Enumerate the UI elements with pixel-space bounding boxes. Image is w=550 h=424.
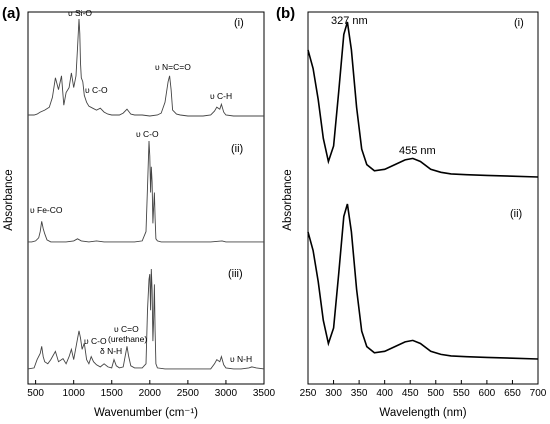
series-line bbox=[27, 268, 265, 370]
annotation-c-o-ii: υ C-O bbox=[136, 129, 159, 139]
x-tick-label: 550 bbox=[453, 388, 470, 399]
annotation-n-c-o: υ N=C=O bbox=[155, 62, 191, 72]
x-tick-label: 3000 bbox=[215, 388, 238, 399]
annotation-c-h: υ C-H bbox=[210, 91, 232, 101]
x-tick-label: 700 bbox=[530, 388, 547, 399]
panel-a-trace-label-i: (i) bbox=[234, 17, 244, 29]
panel-a-traces bbox=[27, 18, 265, 370]
annotation-urethane: (urethane) bbox=[108, 334, 147, 344]
panel-b-label: (b) bbox=[276, 5, 295, 22]
annotation-c-o-i: υ C-O bbox=[85, 85, 108, 95]
x-tick-label: 3500 bbox=[253, 388, 276, 399]
series-line bbox=[307, 203, 539, 360]
panel-a-trace-label-ii: (ii) bbox=[231, 143, 243, 155]
panel-b-traces bbox=[307, 21, 539, 360]
series-line bbox=[307, 21, 539, 178]
x-tick-label: 1000 bbox=[63, 388, 86, 399]
panel-a-xlabel: Wavenumber (cm⁻¹) bbox=[94, 407, 198, 419]
panel-b-x-ticks: 250 300 350 400 450 500 550 600 650 700 bbox=[300, 380, 547, 399]
panel-b-ylabel: Absorbance bbox=[282, 169, 294, 230]
x-tick-label: 2500 bbox=[177, 388, 200, 399]
x-tick-label: 500 bbox=[27, 388, 44, 399]
annotation-c-eq-o: υ C=O bbox=[114, 324, 139, 334]
x-tick-label: 400 bbox=[376, 388, 393, 399]
panel-a-trace-label-iii: (iii) bbox=[228, 268, 243, 280]
panel-a-label: (a) bbox=[2, 5, 20, 22]
x-tick-label: 2000 bbox=[139, 388, 162, 399]
x-tick-label: 650 bbox=[504, 388, 521, 399]
x-tick-label: 450 bbox=[402, 388, 419, 399]
annotation-fe-co: υ Fe-CO bbox=[30, 205, 63, 215]
x-tick-label: 500 bbox=[427, 388, 444, 399]
annotation-n-h: υ N-H bbox=[230, 354, 252, 364]
annotation-n-h-bend: δ N-H bbox=[100, 346, 122, 356]
panel-a-ylabel: Absorbance bbox=[3, 169, 15, 230]
series-line bbox=[28, 140, 264, 243]
annotation-si-o: υ Si-O bbox=[68, 8, 92, 18]
panel-b-trace-label-ii: (ii) bbox=[510, 208, 522, 220]
series-line bbox=[28, 18, 264, 117]
annotation-c-o-iii: υ C-O bbox=[84, 336, 107, 346]
panel-a-x-ticks: 500 1000 1500 2000 2500 3000 3500 bbox=[27, 380, 276, 399]
panel-a-frame bbox=[27, 11, 265, 385]
x-tick-label: 350 bbox=[351, 388, 368, 399]
panel-b-trace-label-i: (i) bbox=[514, 17, 524, 29]
x-tick-label: 1500 bbox=[101, 388, 124, 399]
x-tick-label: 250 bbox=[300, 388, 317, 399]
panel-b-xlabel: Wavelength (nm) bbox=[379, 407, 466, 419]
annotation-peak-455: 455 nm bbox=[399, 145, 436, 157]
x-tick-label: 600 bbox=[479, 388, 496, 399]
x-tick-label: 300 bbox=[325, 388, 342, 399]
annotation-peak-327: 327 nm bbox=[331, 15, 368, 27]
panel-b-frame bbox=[307, 11, 539, 385]
